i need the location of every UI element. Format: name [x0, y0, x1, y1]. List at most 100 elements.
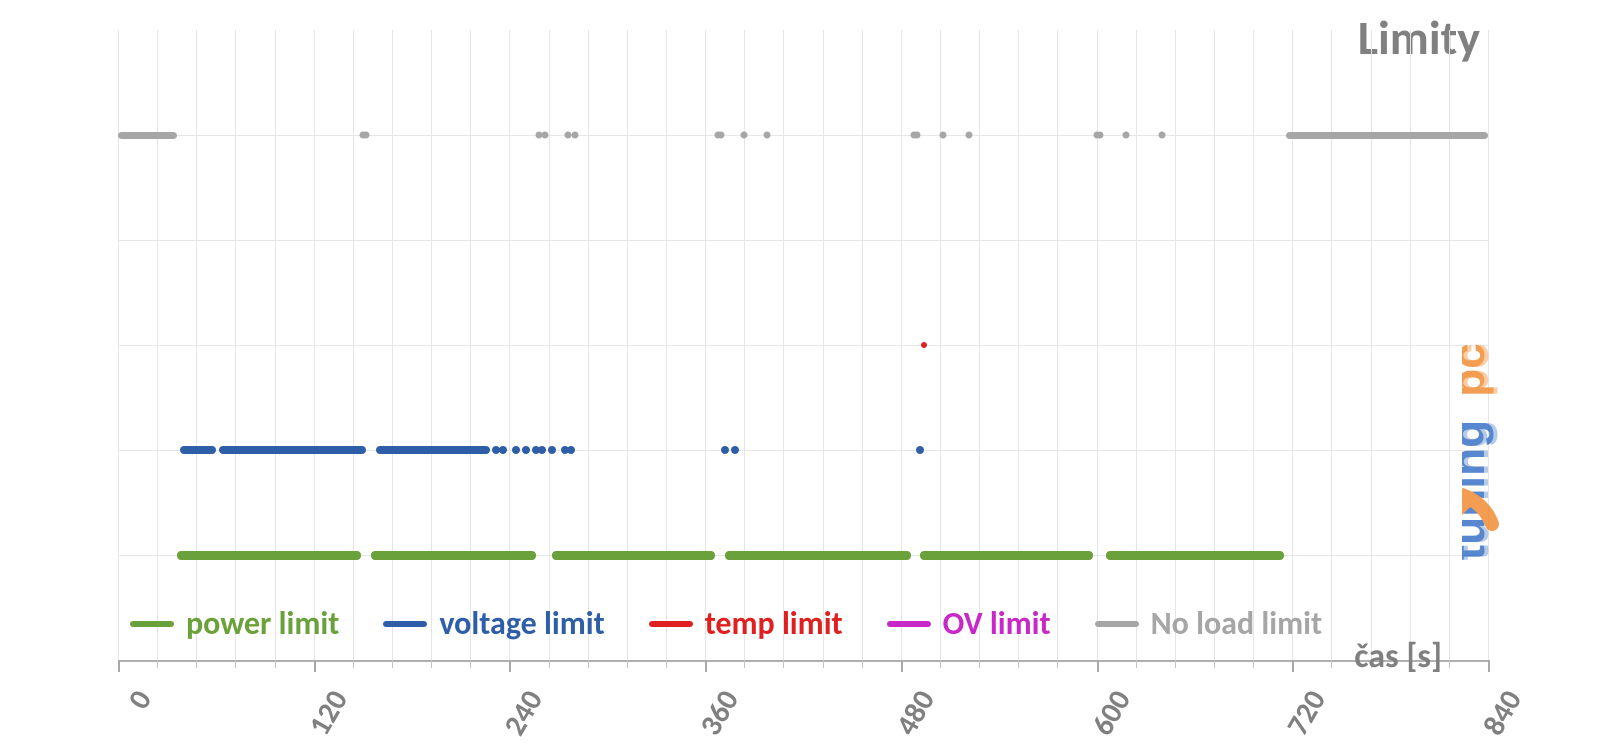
- gridline-v: [314, 30, 315, 660]
- gridline-v: [196, 30, 197, 660]
- x-tick-minor: [1057, 660, 1058, 668]
- x-tick-minor: [1331, 660, 1332, 668]
- gridline-v: [744, 30, 745, 660]
- legend-swatch-voltage: [383, 621, 427, 627]
- gridline-v: [901, 30, 902, 660]
- legend-label-temp: temp limit: [705, 604, 843, 643]
- gridline-v: [1018, 30, 1019, 660]
- series-point-voltage: [567, 446, 575, 454]
- series-point-noload: [1158, 132, 1165, 139]
- series-point-noload: [571, 132, 578, 139]
- gridline-v: [470, 30, 471, 660]
- gridline-v: [235, 30, 236, 660]
- series-point-noload: [1096, 132, 1103, 139]
- x-tick-label: 840: [1468, 684, 1530, 754]
- series-point-voltage: [499, 446, 507, 454]
- x-tick-minor: [392, 660, 393, 668]
- gridline-v: [862, 30, 863, 660]
- x-tick-label: 0: [98, 684, 160, 754]
- x-tick-label: 240: [489, 684, 551, 754]
- x-tick-minor: [940, 660, 941, 668]
- series-point-noload: [741, 132, 748, 139]
- series-segment-noload: [1286, 132, 1488, 139]
- gridline-v: [627, 30, 628, 660]
- gridline-v: [275, 30, 276, 660]
- series-segment-voltage: [219, 446, 366, 454]
- gridline-v: [1292, 30, 1293, 660]
- x-tick-minor: [979, 660, 980, 668]
- gridline-v: [431, 30, 432, 660]
- legend-label-voltage: voltage limit: [439, 604, 604, 643]
- gridline-v: [666, 30, 667, 660]
- x-tick-label: 720: [1272, 684, 1334, 754]
- chart-container: Limity 0120240360480600720840 čas [s] po…: [0, 0, 1600, 745]
- series-point-temp: [921, 342, 927, 348]
- series-segment-voltage: [180, 446, 216, 454]
- gridline-v: [823, 30, 824, 660]
- x-tick-minor: [744, 660, 745, 668]
- x-tick-minor: [1214, 660, 1215, 668]
- legend-label-ov: OV limit: [943, 604, 1051, 643]
- x-tick-minor: [353, 660, 354, 668]
- series-point-voltage: [512, 446, 520, 454]
- gridline-v: [118, 30, 119, 660]
- x-tick-minor: [1449, 660, 1450, 668]
- series-point-noload: [1122, 132, 1129, 139]
- gridline-v: [1097, 30, 1098, 660]
- plot-area: [118, 30, 1488, 662]
- x-tick-major: [1292, 660, 1294, 672]
- series-point-noload: [940, 132, 947, 139]
- series-segment-voltage: [376, 446, 490, 454]
- gridline-v: [588, 30, 589, 660]
- series-segment-power: [1106, 551, 1284, 560]
- series-point-voltage: [538, 446, 546, 454]
- gridline-v: [353, 30, 354, 660]
- gridline-v: [940, 30, 941, 660]
- gridline-v: [549, 30, 550, 660]
- series-segment-power: [920, 551, 1093, 560]
- x-tick-major: [118, 660, 120, 672]
- series-segment-power: [177, 551, 361, 560]
- x-tick-minor: [666, 660, 667, 668]
- gridline-v: [1488, 30, 1489, 660]
- gridline-v: [157, 30, 158, 660]
- x-tick-minor: [235, 660, 236, 668]
- series-point-voltage: [548, 446, 556, 454]
- legend-label-noload: No load limit: [1151, 604, 1322, 643]
- legend-swatch-temp: [649, 621, 693, 627]
- series-point-voltage: [721, 446, 729, 454]
- x-tick-minor: [549, 660, 550, 668]
- series-point-noload: [542, 132, 549, 139]
- gridline-h: [118, 345, 1488, 346]
- gridline-v: [1331, 30, 1332, 660]
- series-point-noload: [764, 132, 771, 139]
- gridline-v: [1410, 30, 1411, 660]
- gridline-v: [1371, 30, 1372, 660]
- series-point-noload: [966, 132, 973, 139]
- x-tick-label: 480: [881, 684, 943, 754]
- series-point-noload: [718, 132, 725, 139]
- legend-item-voltage: voltage limit: [383, 604, 604, 643]
- gridline-v: [1449, 30, 1450, 660]
- x-tick-minor: [823, 660, 824, 668]
- gridline-v: [705, 30, 706, 660]
- gridline-v: [783, 30, 784, 660]
- legend-item-power: power limit: [130, 604, 339, 643]
- gridline-h: [118, 240, 1488, 241]
- series-point-voltage: [916, 446, 924, 454]
- x-tick-minor: [627, 660, 628, 668]
- x-tick-minor: [862, 660, 863, 668]
- x-tick-minor: [1136, 660, 1137, 668]
- legend-item-noload: No load limit: [1095, 604, 1322, 643]
- series-segment-power: [725, 551, 911, 560]
- series-point-voltage: [522, 446, 530, 454]
- gridline-v: [1175, 30, 1176, 660]
- gridline-v: [1253, 30, 1254, 660]
- legend-swatch-noload: [1095, 621, 1139, 627]
- x-tick-minor: [1253, 660, 1254, 668]
- x-tick-minor: [275, 660, 276, 668]
- gridline-h: [118, 135, 1488, 136]
- x-tick-major: [1097, 660, 1099, 672]
- x-tick-major: [901, 660, 903, 672]
- gridline-v: [1136, 30, 1137, 660]
